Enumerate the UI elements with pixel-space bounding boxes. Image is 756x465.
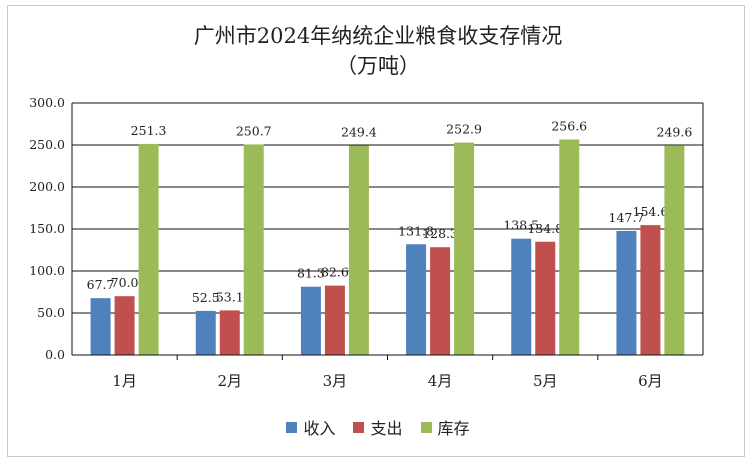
data-label: 252.9 [446,122,482,137]
bar-支出 [114,296,135,355]
bar-支出 [535,241,556,355]
data-label: 256.6 [551,118,587,133]
y-tick-label: 0.0 [45,347,65,362]
data-label: 134.8 [527,221,563,236]
x-category-label: 1月 [112,372,137,390]
data-label: 251.3 [131,123,167,138]
x-category-label: 5月 [533,372,558,390]
bar-库存 [454,142,475,355]
bar-支出 [219,310,240,355]
x-category-label: 4月 [428,372,453,390]
data-label: 81.3 [297,266,325,281]
y-tick-label: 100.0 [29,263,65,278]
chart-title: 广州市2024年纳统企业粮食收支存情况 [193,24,563,48]
y-tick-label: 250.0 [29,137,65,152]
bar-库存 [138,143,159,355]
bar-收入 [616,230,637,355]
chart-subtitle: （万吨） [336,54,420,78]
bar-收入 [406,244,427,355]
legend-swatch [286,421,298,433]
legend-label: 库存 [437,419,470,438]
legend-item: 支出 [353,415,403,439]
data-label: 67.7 [87,277,115,292]
data-label: 131.8 [398,223,434,238]
data-label: 70.0 [111,275,139,290]
x-category-label: 2月 [217,372,242,390]
legend-label: 支出 [370,419,403,438]
bar-支出 [324,285,345,355]
bar-支出 [430,247,451,355]
x-category-label: 3月 [323,372,348,390]
bar-收入 [90,298,111,355]
legend-item: 收入 [286,415,335,439]
legend-label: 收入 [303,419,336,438]
bar-库存 [559,139,580,355]
bar-库存 [348,145,369,355]
data-label: 249.6 [657,124,693,139]
data-label: 249.4 [341,125,377,140]
y-tick-label: 200.0 [29,179,65,194]
bar-库存 [664,145,685,355]
bar-收入 [300,286,321,355]
data-label: 147.7 [609,210,645,225]
data-label: 128.3 [422,226,458,241]
bar-库存 [243,144,264,355]
y-tick-label: 50.0 [37,305,65,320]
legend-swatch [353,421,365,433]
data-label: 154.6 [633,204,669,219]
legend-item: 库存 [420,415,470,439]
data-label: 52.5 [192,290,220,305]
y-tick-label: 150.0 [29,221,65,236]
data-label: 82.6 [321,265,349,280]
data-label: 250.7 [236,123,272,138]
x-category-label: 6月 [638,372,663,390]
chart-legend: 收入 支出 库存 [0,415,756,439]
bar-收入 [195,310,216,355]
bar-支出 [640,225,661,355]
y-tick-label: 300.0 [29,95,65,110]
bar-收入 [511,238,532,355]
data-label: 138.5 [503,218,539,233]
legend-swatch [420,421,432,433]
data-label: 53.1 [216,289,244,304]
